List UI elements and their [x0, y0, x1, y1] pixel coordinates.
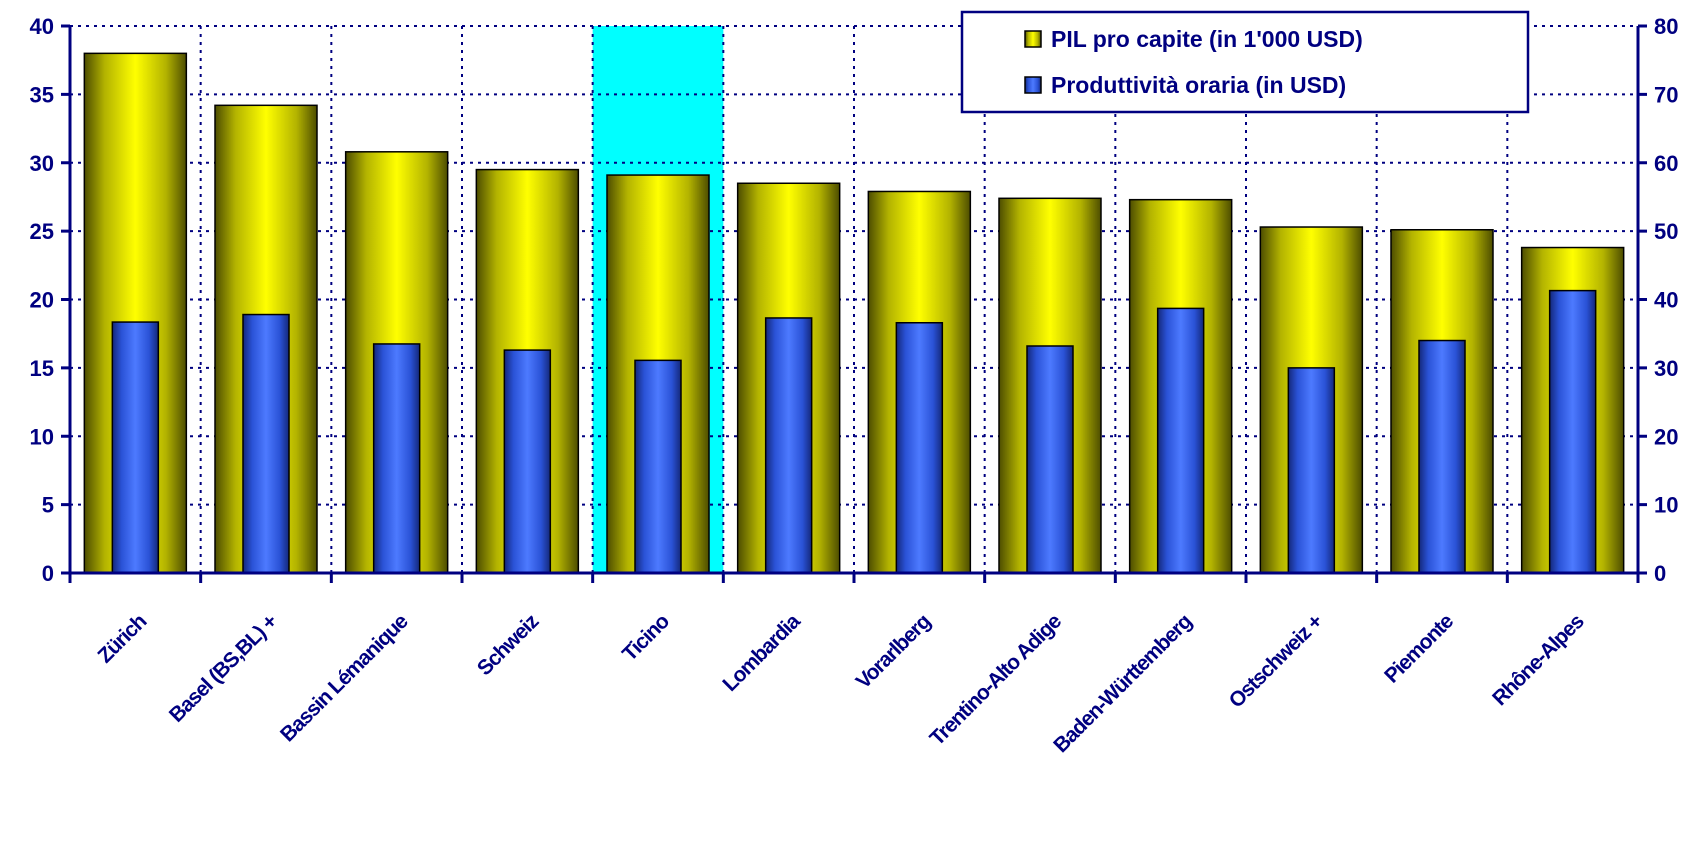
- gridlines: [70, 25, 1638, 573]
- bar-produttivita-6: [895, 321, 944, 574]
- left-tick-label: 15: [30, 356, 54, 381]
- category-label-6: Vorarlberg: [852, 610, 935, 693]
- left-tick-label: 0: [42, 561, 54, 586]
- legend-box: [960, 10, 1530, 114]
- category-label-3: Schweiz: [473, 610, 543, 680]
- right-tick-label: 40: [1654, 288, 1678, 313]
- legend-swatch-pil: [1024, 30, 1042, 48]
- bar-produttivita-1: [242, 313, 290, 574]
- right-tick-label: 30: [1654, 356, 1678, 381]
- right-tick-label: 50: [1654, 219, 1678, 244]
- category-label-5: Lombardia: [718, 609, 805, 696]
- bar-produttivita-10: [1418, 339, 1466, 574]
- bar-produttivita-9: [1287, 367, 1336, 574]
- left-tick-label: 40: [30, 14, 54, 39]
- legend-label-produttivita: Produttività oraria (in USD): [1051, 72, 1346, 98]
- legend: PIL pro capite (in 1'000 USD) Produttivi…: [960, 10, 1530, 114]
- category-label-4: Ticino: [618, 610, 674, 666]
- bar-produttivita-0: [111, 321, 160, 574]
- bar-produttivita-2: [372, 343, 421, 574]
- right-tick-label: 0: [1654, 561, 1666, 586]
- bar-produttivita-5: [764, 317, 813, 574]
- category-label-11: Rhône-Alpes: [1488, 610, 1588, 710]
- category-label-2: Bassin Lémanique: [276, 610, 412, 746]
- left-tick-label: 35: [30, 82, 54, 107]
- left-tick-label: 5: [42, 493, 54, 518]
- bar-produttivita-3: [503, 349, 552, 574]
- right-tick-label: 60: [1654, 151, 1678, 176]
- bar-produttivita-11: [1548, 289, 1597, 574]
- legend-label-pil: PIL pro capite (in 1'000 USD): [1051, 26, 1363, 52]
- legend-swatch-produttivita: [1024, 76, 1042, 94]
- right-tick-label: 80: [1654, 14, 1678, 39]
- right-tick-label: 10: [1654, 493, 1678, 518]
- right-tick-label: 20: [1654, 424, 1678, 449]
- right-tick-label: 70: [1654, 82, 1678, 107]
- category-label-7: Trentino-Alto Adige: [925, 610, 1065, 750]
- category-label-10: Piemonte: [1380, 610, 1458, 688]
- bar-produttivita-4: [634, 359, 682, 574]
- bar-produttivita-8: [1156, 307, 1205, 574]
- category-label-8: Baden-Württemberg: [1049, 610, 1196, 757]
- category-label-1: Basel (BS,BL) +: [165, 610, 282, 727]
- category-label-0: Zürich: [93, 610, 151, 668]
- left-tick-label: 20: [30, 288, 54, 313]
- bar-produttivita-7: [1026, 345, 1074, 574]
- left-tick-label: 10: [30, 424, 54, 449]
- left-tick-label: 25: [30, 219, 54, 244]
- left-tick-label: 30: [30, 151, 54, 176]
- bars: [83, 52, 1625, 574]
- category-label-9: Ostschweiz +: [1225, 610, 1328, 713]
